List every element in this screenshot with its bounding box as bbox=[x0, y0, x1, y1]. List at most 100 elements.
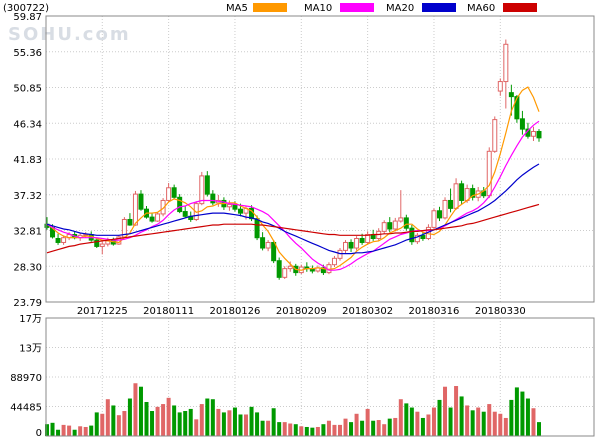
volume-bar bbox=[266, 420, 271, 436]
volume-bar bbox=[465, 405, 470, 436]
volume-bar bbox=[72, 429, 77, 436]
volume-bar bbox=[398, 399, 403, 436]
legend-ma20-label: MA20 bbox=[386, 3, 414, 14]
date-tick-label: 20180302 bbox=[342, 306, 393, 317]
legend-ma20: MA20 bbox=[386, 3, 456, 14]
volume-bar bbox=[415, 411, 420, 436]
candle bbox=[470, 184, 476, 201]
volume-bar bbox=[260, 420, 265, 436]
price-grid bbox=[46, 15, 594, 303]
volume-bar bbox=[431, 407, 436, 436]
stock-code: (300722) bbox=[3, 3, 49, 14]
volume-bar bbox=[116, 415, 121, 436]
candle bbox=[392, 217, 398, 232]
legend-ma60-label: MA60 bbox=[467, 3, 495, 14]
candlesticks bbox=[44, 39, 542, 280]
volume-bar bbox=[122, 411, 127, 436]
legend-ma5-swatch bbox=[253, 3, 287, 12]
volume-bar bbox=[409, 407, 414, 436]
volume-bar bbox=[459, 396, 464, 436]
volume-bar bbox=[288, 423, 293, 436]
volume-bar bbox=[349, 422, 354, 436]
candle bbox=[276, 257, 282, 280]
candle bbox=[370, 229, 376, 241]
legend: MA5 MA10 MA20 MA60 bbox=[226, 3, 537, 14]
ma10-line bbox=[46, 120, 540, 271]
volume-bar bbox=[183, 411, 188, 436]
candle bbox=[459, 180, 465, 205]
volume-tick-label: 17万 bbox=[19, 314, 42, 325]
volume-bar bbox=[144, 401, 149, 436]
volume-bar bbox=[454, 386, 459, 436]
candle bbox=[94, 238, 100, 249]
price-tick-label: 32.81 bbox=[13, 227, 42, 238]
price-tick-label: 50.85 bbox=[13, 84, 42, 95]
legend-ma20-swatch bbox=[422, 3, 456, 12]
volume-bar bbox=[360, 420, 365, 436]
volume-bar bbox=[337, 424, 342, 436]
volume-bar bbox=[531, 408, 536, 436]
volume-bar bbox=[210, 399, 215, 436]
legend-ma60-swatch bbox=[503, 3, 537, 12]
price-tick-label: 23.79 bbox=[13, 298, 42, 309]
candle bbox=[497, 78, 503, 96]
volume-bar bbox=[127, 398, 132, 436]
volume-bar bbox=[94, 412, 99, 436]
volume-bar bbox=[382, 424, 387, 436]
volume-bar bbox=[509, 399, 514, 436]
candle bbox=[398, 190, 404, 223]
candle bbox=[503, 39, 509, 109]
volume-bar bbox=[326, 420, 331, 436]
candle bbox=[387, 217, 393, 233]
candle bbox=[381, 220, 387, 234]
volume-bar bbox=[343, 418, 348, 436]
volume-tick-label: 13万 bbox=[19, 344, 42, 355]
volume-bar bbox=[216, 408, 221, 436]
candle bbox=[431, 208, 437, 229]
legend-ma60: MA60 bbox=[467, 3, 537, 14]
volume-bar bbox=[404, 403, 409, 436]
candle bbox=[61, 235, 67, 245]
legend-ma10-swatch bbox=[340, 3, 374, 12]
candle bbox=[442, 197, 448, 220]
volume-bar bbox=[520, 391, 525, 436]
volume-bar bbox=[332, 424, 337, 436]
candle bbox=[436, 206, 442, 222]
volume-bar bbox=[172, 405, 177, 436]
price-tick-label: 41.83 bbox=[13, 155, 42, 166]
candle bbox=[144, 206, 150, 219]
candle bbox=[348, 239, 354, 252]
volume-bar bbox=[503, 417, 508, 436]
candle bbox=[492, 116, 498, 153]
volume-bar bbox=[525, 398, 530, 436]
candle bbox=[127, 213, 133, 226]
legend-ma10: MA10 bbox=[304, 3, 374, 14]
volume-bar bbox=[45, 424, 49, 436]
volume-bar bbox=[205, 398, 210, 436]
candle bbox=[182, 206, 188, 218]
candle bbox=[326, 262, 332, 275]
candle bbox=[420, 232, 426, 241]
volume-bar bbox=[155, 406, 160, 436]
candle bbox=[337, 248, 343, 261]
candle bbox=[160, 198, 166, 217]
price-tick-label: 37.32 bbox=[13, 191, 42, 202]
candle bbox=[343, 240, 349, 254]
candle bbox=[265, 240, 271, 252]
volume-bar bbox=[492, 411, 497, 436]
candle bbox=[409, 225, 415, 245]
candle bbox=[226, 200, 232, 211]
candle bbox=[365, 231, 371, 245]
volume-bar bbox=[498, 413, 503, 436]
legend-ma5: MA5 bbox=[226, 3, 287, 14]
volume-bar bbox=[376, 420, 381, 436]
legend-ma10-label: MA10 bbox=[304, 3, 332, 14]
volume-bar bbox=[166, 397, 171, 436]
date-axis-labels: 20171225 20180111 20180126 20180209 20180302… bbox=[77, 306, 526, 317]
volume-bar bbox=[443, 386, 448, 436]
candle bbox=[414, 232, 420, 245]
legend-ma5-label: MA5 bbox=[226, 3, 248, 14]
volume-bar bbox=[161, 404, 166, 436]
ma20-line bbox=[46, 163, 540, 255]
